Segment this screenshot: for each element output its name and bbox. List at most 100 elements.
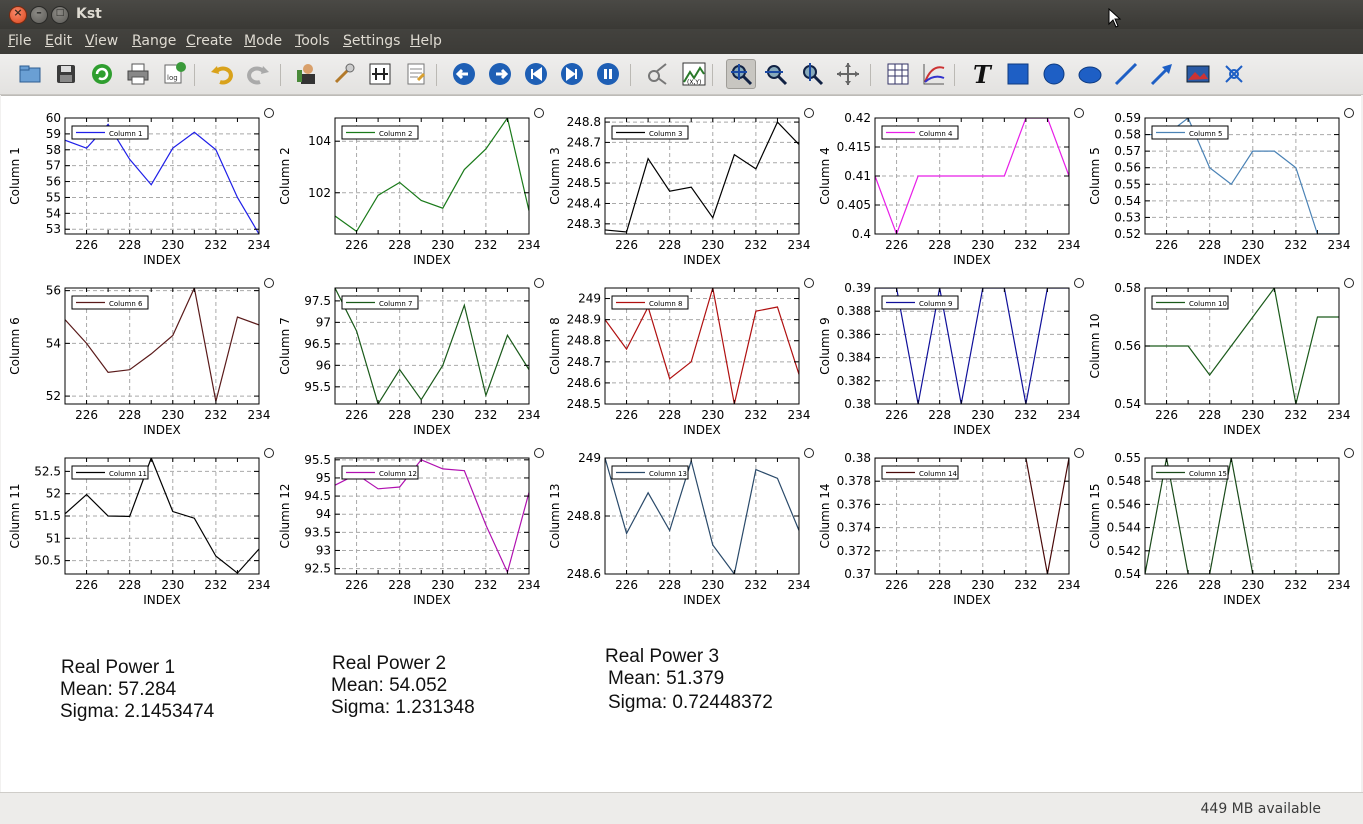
plot-column-7[interactable]: 226 228 230 232 234 95.5 96 96.5 97 97.5 INDEX Colu… — [273, 278, 544, 450]
x-tick-label: 228 — [118, 408, 141, 422]
zoom-y-button[interactable] — [798, 60, 826, 88]
read-to-end-button[interactable] — [558, 60, 586, 88]
stats-label-2[interactable]: Real Power 2 Mean: 54.052 Sigma: 1.231348 — [330, 653, 475, 719]
plot-column-3[interactable]: 226 228 230 232 234 248.3 248.4 248.5 248.6 248.7… — [543, 108, 814, 280]
print-button[interactable] — [124, 60, 152, 88]
picture-button[interactable] — [1184, 60, 1212, 88]
stats-label-1[interactable]: Real Power 1 Mean: 57.284 Sigma: 2.1453474 — [59, 657, 214, 723]
plot-select-handle[interactable] — [1344, 108, 1354, 118]
close-window-button[interactable]: × — [9, 6, 27, 24]
plot-select-handle[interactable] — [804, 448, 814, 458]
menu-create[interactable]: Create — [186, 33, 233, 49]
menu-settings[interactable]: Settings — [343, 33, 401, 49]
plot-select-handle[interactable] — [264, 278, 274, 288]
y-axis-label: Column 6 — [8, 317, 22, 374]
plot-column-14[interactable]: 226 228 230 232 234 0.37 0.372 0.374 0.376 0.378 0… — [813, 448, 1084, 620]
menu-help[interactable]: Help — [410, 33, 442, 49]
plot-select-handle[interactable] — [1074, 448, 1084, 458]
stats-label-3[interactable]: Real Power 3 Mean: 51.379 Sigma: 0.7244837… — [605, 646, 773, 714]
back-button[interactable] — [450, 60, 478, 88]
plot-column-1[interactable]: 226 228 230 232 234 53 54 55 56 57 58 59 60 INDEX Colu… — [3, 108, 274, 280]
menu-range[interactable]: Range — [132, 33, 177, 49]
circle-button[interactable] — [1040, 60, 1068, 88]
shared-axis-button[interactable] — [1220, 60, 1248, 88]
y-tick-label: 0.374 — [837, 521, 871, 535]
plot-select-handle[interactable] — [1344, 278, 1354, 288]
export-log-button[interactable]: log — [160, 60, 188, 88]
open-button[interactable] — [16, 60, 44, 88]
menu-file[interactable]: File — [8, 33, 32, 49]
plot-select-handle[interactable] — [804, 108, 814, 118]
plot-column-6[interactable]: 226 228 230 232 234 52 54 56 INDEX Column 6 Column… — [3, 278, 274, 450]
view-xy-icon: (X,Y) — [682, 62, 706, 86]
edit-multiple-button[interactable] — [402, 60, 430, 88]
save-button[interactable] — [52, 60, 80, 88]
plot-select-handle[interactable] — [534, 278, 544, 288]
data-manager-icon — [297, 64, 315, 84]
plot-frame — [1144, 457, 1340, 575]
plot-column-4[interactable]: 226 228 230 232 234 0.4 0.405 0.41 0.415 0.42 INDE… — [813, 108, 1084, 280]
redo-button[interactable] — [244, 60, 272, 88]
y-tick-label: 51 — [46, 531, 61, 545]
minimize-window-button[interactable]: – — [30, 6, 48, 24]
x-axis-label: INDEX — [1223, 253, 1261, 267]
svg-text:log: log — [167, 74, 178, 82]
plot-select-handle[interactable] — [534, 108, 544, 118]
y-axis-label: Column 8 — [548, 317, 562, 374]
plot-select-handle[interactable] — [534, 448, 544, 458]
plot-column-9[interactable]: 226 228 230 232 234 0.38 0.382 0.384 0.386 0.388 0… — [813, 278, 1084, 450]
plot-select-handle[interactable] — [1074, 108, 1084, 118]
change-data-button[interactable] — [330, 60, 358, 88]
plot-select-handle[interactable] — [1344, 448, 1354, 458]
plot-column-2[interactable]: 226 228 230 232 234 102 104 INDEX Column 2 Column… — [273, 108, 544, 280]
maximize-window-button[interactable]: □ — [51, 6, 69, 24]
view-xy-button[interactable]: (X,Y) — [680, 60, 708, 88]
curve-button[interactable] — [920, 60, 948, 88]
x-tick-label: 232 — [204, 578, 227, 592]
layout-mode-button[interactable] — [834, 60, 862, 88]
zoom-x-button[interactable] — [762, 60, 790, 88]
line-button[interactable] — [1112, 60, 1140, 88]
plot-select-handle[interactable] — [804, 278, 814, 288]
menu-mode[interactable]: Mode — [244, 33, 283, 49]
plot-select-handle[interactable] — [264, 448, 274, 458]
y-tick-label: 54 — [46, 336, 61, 350]
menu-tools[interactable]: Tools — [295, 33, 330, 49]
plot-column-5[interactable]: 226 228 230 232 234 0.52 0.53 0.54 0.55 0.56 0.57 0… — [1083, 108, 1354, 280]
menu-edit[interactable]: Edit — [45, 33, 73, 49]
plot-frame — [874, 287, 1070, 405]
legend-label: Column 3 — [649, 130, 683, 138]
text-button[interactable]: T — [968, 60, 996, 89]
pause-button[interactable] — [594, 60, 622, 88]
y-tick-label: 93.5 — [304, 525, 331, 539]
x-tick-label: 230 — [971, 238, 994, 252]
read-to-start-icon — [525, 63, 547, 85]
reload-button[interactable] — [88, 60, 116, 88]
plot-canvas[interactable]: 226 228 230 232 234 53 54 55 56 57 58 59 60 INDEX Colu… — [1, 95, 1361, 792]
forward-button[interactable] — [486, 60, 514, 88]
plot-column-10[interactable]: 226 228 230 232 234 0.54 0.56 0.58 INDEX Column 1… — [1083, 278, 1354, 450]
legend-label: Column 10 — [1189, 300, 1227, 308]
ellipse-button[interactable] — [1076, 60, 1104, 88]
zoom-xy-button[interactable] — [726, 59, 756, 89]
data-manager-button[interactable] — [294, 60, 322, 88]
stats-sigma: Sigma: 0.72448372 — [608, 692, 773, 713]
box-button[interactable] — [1004, 60, 1032, 88]
plot-select-handle[interactable] — [1074, 278, 1084, 288]
plot-select-handle[interactable] — [264, 108, 274, 118]
plot-column-15[interactable]: 226 228 230 232 234 0.54 0.542 0.544 0.546 0.548 0… — [1083, 448, 1354, 620]
undo-button[interactable] — [208, 60, 236, 88]
change-file-button[interactable] — [366, 60, 394, 88]
plot-column-8[interactable]: 226 228 230 232 234 248.5 248.6 248.7 248.8 248.9… — [543, 278, 814, 450]
y-tick-label: 52 — [46, 389, 61, 403]
table-button[interactable] — [884, 60, 912, 88]
arrow-button[interactable] — [1148, 60, 1176, 88]
plot-frame — [604, 287, 800, 405]
legend-label: Column 15 — [1189, 470, 1227, 478]
bug-report-button[interactable] — [644, 60, 672, 88]
read-to-start-button[interactable] — [522, 60, 550, 88]
plot-column-13[interactable]: 226 228 230 232 234 248.6 248.8 249 INDEX Column … — [543, 448, 814, 620]
menu-view[interactable]: View — [85, 33, 119, 49]
plot-column-11[interactable]: 226 228 230 232 234 50.5 51 51.5 52 52.5 INDEX Colu… — [3, 448, 274, 620]
plot-column-12[interactable]: 226 228 230 232 234 92.5 93 93.5 94 94.5 95 95.5 IND… — [273, 448, 544, 620]
